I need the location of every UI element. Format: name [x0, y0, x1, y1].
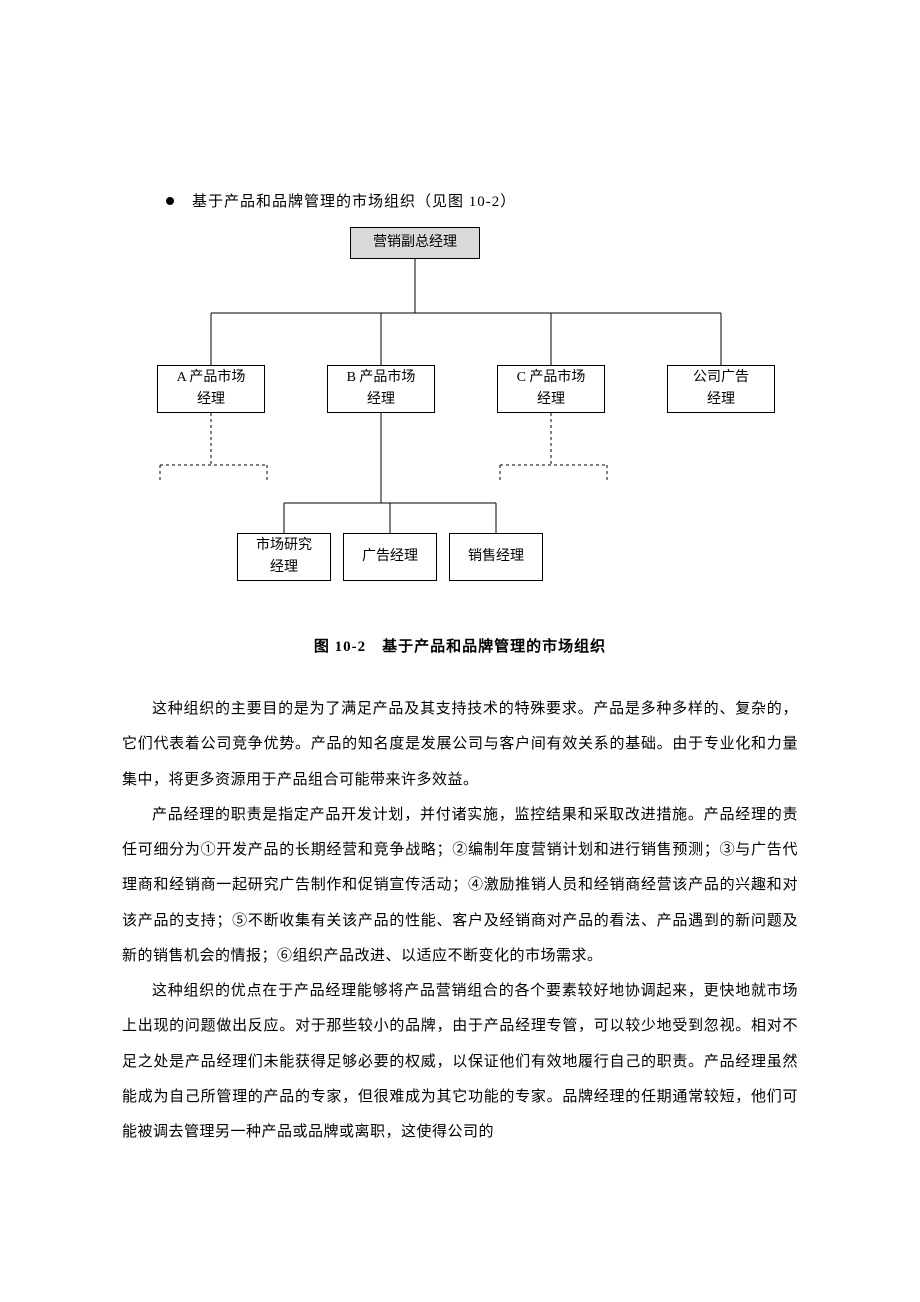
org-node-r2: 广告经理	[343, 533, 437, 581]
org-node-a: A 产品市场经理	[157, 365, 265, 413]
org-node-r3: 销售经理	[449, 533, 543, 581]
org-node-root: 营销副总经理	[350, 227, 480, 259]
paragraph: 这种组织的优点在于产品经理能够将产品营销组合的各个要素较好地协调起来，更快地就市…	[122, 974, 798, 1150]
bullet-text: 基于产品和品牌管理的市场组织（见图 10-2）	[192, 190, 516, 211]
paragraph: 产品经理的职责是指定产品开发计划，并付诸实施，监控结果和采取改进措施。产品经理的…	[122, 798, 798, 974]
org-node-b: B 产品市场经理	[327, 365, 435, 413]
org-node-r1: 市场研究经理	[237, 533, 331, 581]
bullet-heading: 基于产品和品牌管理的市场组织（见图 10-2）	[166, 190, 798, 211]
paragraph: 这种组织的主要目的是为了满足产品及其支持技术的特殊要求。产品是多种多样的、复杂的…	[122, 692, 798, 798]
org-chart: 营销副总经理 A 产品市场经理 B 产品市场经理 C 产品市场经理 公司广告经理市场研究…	[122, 223, 802, 603]
org-node-ad: 公司广告经理	[667, 365, 775, 413]
org-node-c: C 产品市场经理	[497, 365, 605, 413]
bullet-icon	[166, 197, 174, 205]
body-text: 这种组织的主要目的是为了满足产品及其支持技术的特殊要求。产品是多种多样的、复杂的…	[122, 692, 798, 1150]
figure-caption: 图 10-2 基于产品和品牌管理的市场组织	[122, 635, 798, 656]
